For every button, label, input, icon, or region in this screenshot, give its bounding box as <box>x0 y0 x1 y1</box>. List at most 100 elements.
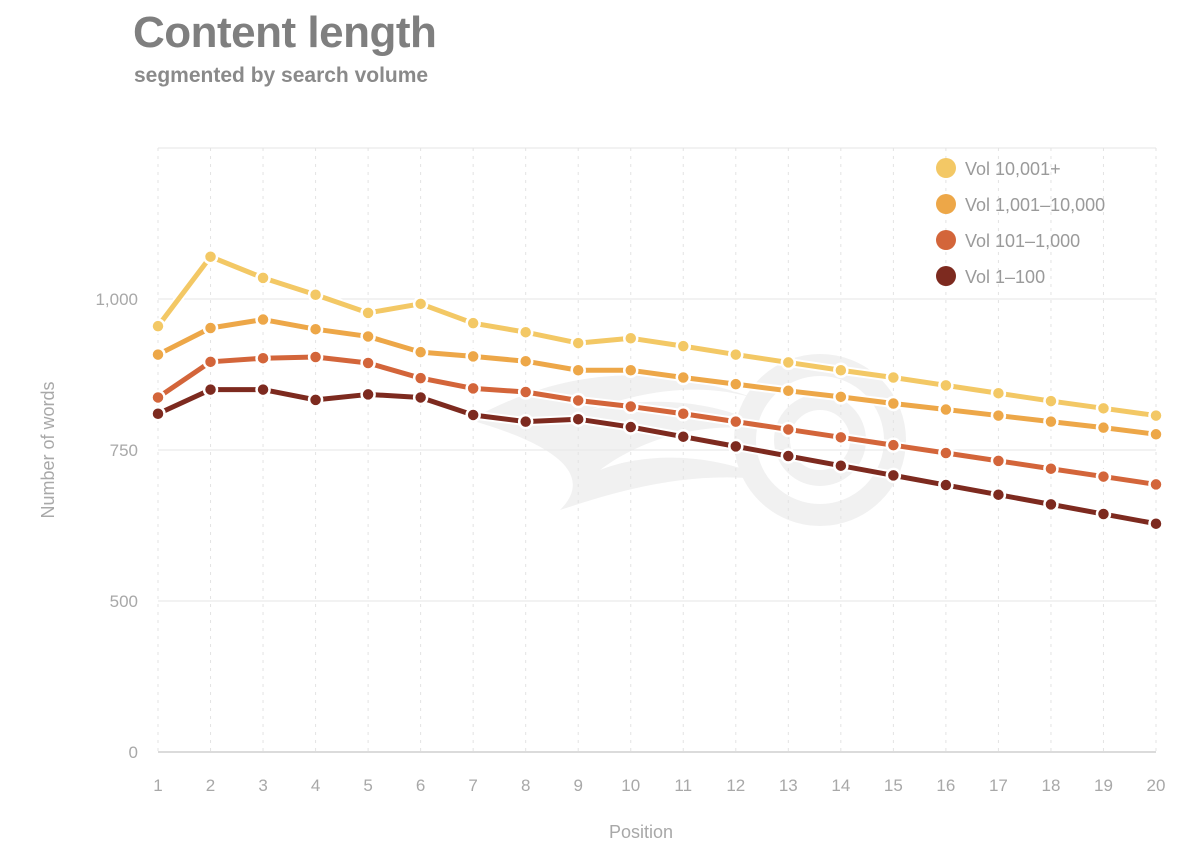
data-point <box>412 389 429 406</box>
legend-marker <box>936 266 956 286</box>
series-1 <box>150 248 1164 424</box>
data-point <box>833 429 849 446</box>
series-line <box>155 317 1159 437</box>
data-point <box>517 413 534 430</box>
legend-marker <box>936 158 956 178</box>
data-point <box>202 320 219 336</box>
x-tick-label: 15 <box>884 776 903 795</box>
legend-label: Vol 101–1,000 <box>965 231 1080 251</box>
series-line <box>155 387 1159 527</box>
data-point <box>307 287 324 303</box>
data-point <box>833 457 849 474</box>
data-point <box>307 321 324 337</box>
data-point <box>150 346 166 363</box>
x-tick-label: 17 <box>989 776 1008 795</box>
data-point <box>885 369 902 386</box>
legend-marker <box>936 194 956 214</box>
data-point <box>570 392 586 409</box>
data-point <box>675 428 692 445</box>
data-point <box>465 380 481 397</box>
data-point <box>728 438 744 455</box>
data-point <box>885 395 902 412</box>
x-tick-label: 12 <box>726 776 745 795</box>
data-point <box>833 362 849 379</box>
data-point <box>1148 407 1164 424</box>
data-point <box>360 305 376 321</box>
data-point <box>728 376 744 392</box>
data-point <box>1095 400 1112 417</box>
data-point <box>885 437 902 453</box>
x-tick-label: 1 <box>153 776 162 795</box>
data-point <box>780 383 797 399</box>
data-point <box>517 324 534 340</box>
y-axis-title: Number of words <box>38 381 58 518</box>
x-tick-label: 8 <box>521 776 530 795</box>
data-point <box>938 377 954 394</box>
data-point <box>990 385 1007 401</box>
data-point <box>465 315 481 331</box>
y-tick-label: 0 <box>129 743 138 762</box>
series-4 <box>150 381 1164 532</box>
x-tick-label: 18 <box>1041 776 1060 795</box>
data-point <box>255 350 271 366</box>
series-layer <box>150 248 1164 532</box>
data-point <box>150 389 166 406</box>
data-point <box>202 248 219 265</box>
x-tick-label: 11 <box>674 776 692 795</box>
data-point <box>307 392 324 408</box>
data-point <box>517 353 534 369</box>
data-point <box>1095 506 1112 522</box>
legend-label: Vol 1–100 <box>965 267 1045 287</box>
y-tick-label: 500 <box>110 592 138 611</box>
data-point <box>255 381 271 398</box>
legend-item: Vol 1,001–10,000 <box>936 194 1105 215</box>
data-point <box>990 486 1007 503</box>
x-tick-label: 7 <box>468 776 477 795</box>
data-point <box>150 318 166 334</box>
legend-item: Vol 1–100 <box>936 266 1045 287</box>
legend-label: Vol 1,001–10,000 <box>965 195 1105 215</box>
data-point <box>1043 393 1059 409</box>
data-point <box>1148 426 1164 443</box>
data-point <box>1148 476 1164 493</box>
legend: Vol 10,001+ Vol 1,001–10,000 Vol 101–1,000… <box>936 158 1105 287</box>
data-point <box>517 384 534 400</box>
legend-label: Vol 10,001+ <box>965 159 1061 179</box>
series-2 <box>150 311 1164 443</box>
data-point <box>780 354 797 371</box>
data-point <box>412 296 429 312</box>
x-tick-label: 14 <box>831 776 850 795</box>
data-point <box>780 448 797 464</box>
data-point <box>360 386 376 403</box>
x-tick-label: 16 <box>936 776 955 795</box>
data-point <box>1043 413 1059 430</box>
data-point <box>570 362 586 379</box>
x-tick-label: 2 <box>206 776 215 795</box>
data-point <box>938 445 954 461</box>
data-point <box>675 338 692 354</box>
data-point <box>412 344 429 360</box>
x-tick-label: 9 <box>573 776 582 795</box>
data-point <box>360 328 376 345</box>
data-point <box>780 421 797 438</box>
x-axis-ticks: 1 2 3 4 5 6 7 8 9 10 11 12 13 14 15 16 17 18 19 20 <box>153 776 1165 795</box>
data-point <box>412 370 429 386</box>
data-point <box>833 389 849 405</box>
data-point <box>570 335 586 351</box>
data-point <box>1148 515 1164 532</box>
data-point <box>675 406 692 422</box>
data-point <box>990 407 1007 424</box>
x-tick-label: 10 <box>621 776 640 795</box>
x-tick-label: 3 <box>258 776 267 795</box>
data-point <box>622 362 639 379</box>
series-line <box>155 254 1159 419</box>
data-point <box>622 398 639 415</box>
data-point <box>675 369 692 386</box>
data-point <box>622 330 639 347</box>
data-point <box>307 349 324 365</box>
data-point <box>938 477 954 493</box>
data-point <box>938 401 954 418</box>
y-tick-label: 1,000 <box>95 290 138 309</box>
data-point <box>1043 460 1059 477</box>
